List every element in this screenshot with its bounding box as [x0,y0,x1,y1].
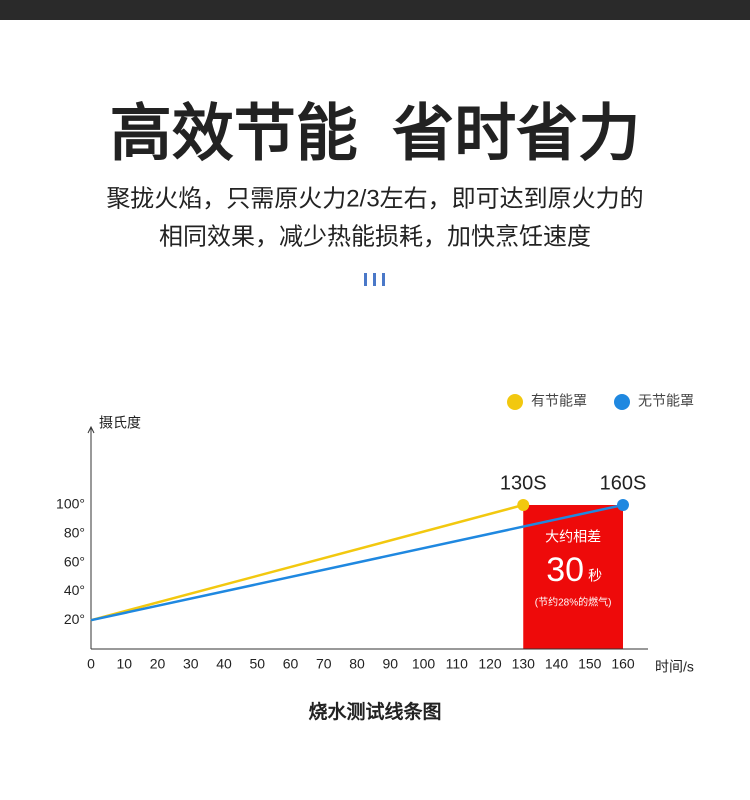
annotation-value: 30 [546,551,584,589]
annotation-note: (节约28%的燃气) [535,596,612,609]
y-tick-label: 20° [64,611,85,627]
y-tick-label: 80° [64,525,85,541]
x-tick-label: 60 [283,656,299,672]
x-tick-label: 110 [446,656,469,672]
x-tick-label: 140 [545,656,569,672]
end-point [617,499,629,511]
x-tick-label: 160 [611,656,635,672]
legend-marker [614,394,630,410]
x-tick-label: 50 [249,656,265,672]
point-label: 160S [600,472,647,494]
end-point [517,499,530,511]
subtitle: 相同效果，减少热能损耗，加快烹饪速度 [159,223,591,250]
y-tick-label: 60° [64,553,85,569]
difference-box [523,505,623,649]
annotation-title: 大约相差 [545,529,601,545]
point-label: 130S [500,472,547,494]
x-tick-label: 0 [87,656,95,672]
y-tick-label: 40° [64,582,85,598]
x-tick-label: 120 [478,656,502,672]
legend-label: 有节能罩 [531,393,587,409]
x-tick-label: 130 [512,656,536,672]
headline: 高效节能 省时省力 [110,99,640,168]
x-tick-label: 100 [412,656,436,672]
y-axis-label: 摄氏度 [99,415,141,431]
x-tick-label: 150 [578,656,602,672]
legend-marker [507,394,523,410]
chart-caption: 烧水测试线条图 [308,700,441,723]
y-axis-arrow [87,425,95,434]
x-tick-label: 30 [183,656,199,672]
y-tick-label: 100° [56,496,85,512]
annotation-unit: 秒 [588,568,602,584]
x-tick-label: 70 [316,656,332,672]
x-tick-label: 90 [382,656,398,672]
series-line [90,503,624,622]
x-tick-label: 20 [150,656,166,672]
x-tick-label: 40 [216,656,232,672]
legend-label: 无节能罩 [638,393,694,409]
series-line [90,503,524,622]
photo-strip [0,0,750,20]
divider [364,273,385,286]
x-axis-label: 时间/s [655,659,694,675]
x-tick-label: 10 [116,656,132,672]
subtitle: 聚拢火焰，只需原火力2/3左右，即可达到原火力的 [106,185,643,212]
x-tick-label: 80 [349,656,365,672]
